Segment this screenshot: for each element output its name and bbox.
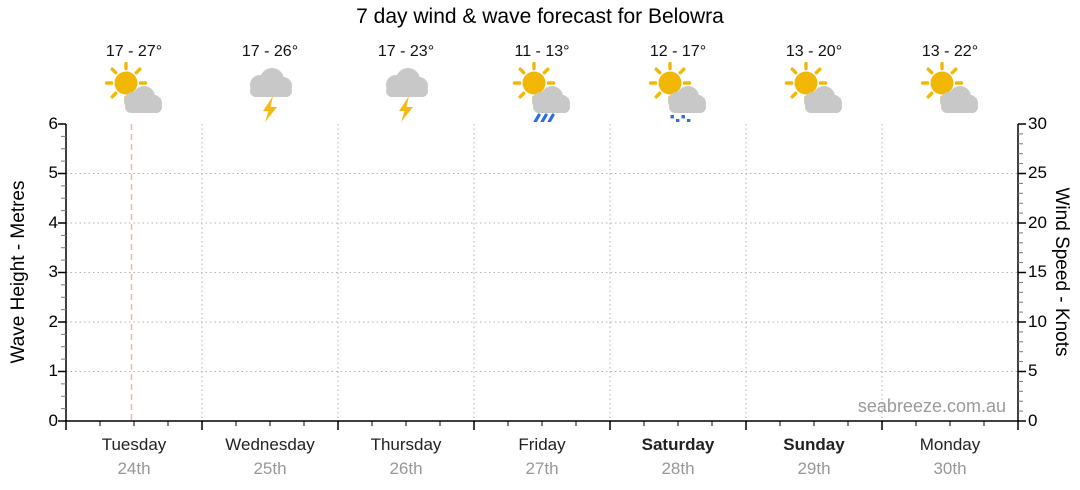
wave-axis-tick-label: 0: [48, 411, 58, 430]
cloud-shape: [940, 86, 978, 113]
day-name-label: Wednesday: [225, 435, 315, 454]
temperature-range: 11 - 13°: [514, 43, 570, 60]
thunderstorm-icon: [202, 62, 338, 124]
temperature-range: 17 - 23°: [377, 43, 435, 60]
day-name-label: Tuesday: [101, 435, 167, 454]
thunderstorm-icon: [386, 68, 428, 122]
wind-axis-tick-label: 30: [1028, 114, 1047, 133]
day-date-label: 30th: [933, 459, 967, 478]
wind-axis-tick-label: 5: [1028, 361, 1038, 380]
day-name-label: Friday: [518, 435, 566, 454]
chart-title: 7 day wind & wave forecast for Belowra: [356, 5, 724, 28]
wind-axis-tick-label: 25: [1028, 163, 1047, 182]
sun-cloud-drizzle-icon: [648, 62, 706, 122]
day-date-label: 28th: [661, 459, 695, 478]
wind-axis-tick-label: 20: [1028, 213, 1047, 232]
day-name-label: Saturday: [641, 435, 715, 454]
sun-cloud-icon: [920, 62, 978, 113]
sun-cloud-icon: [746, 62, 882, 124]
sun-cloud-icon: [66, 62, 202, 124]
sun-cloud-rain-icon: [474, 62, 610, 124]
temperature-range: 12 - 17°: [649, 43, 707, 60]
cloud-shape: [804, 86, 842, 113]
wave-axis-tick-label: 3: [48, 262, 58, 281]
sun-shape: [522, 71, 546, 95]
sun-cloud-icon: [784, 62, 842, 113]
day-date-label: 25th: [253, 459, 287, 478]
sun-shape: [930, 71, 954, 95]
sun-cloud-drizzle-icon: [610, 62, 746, 124]
wind-axis-tick-label: 10: [1028, 312, 1047, 331]
temperature-range: 17 - 26°: [241, 43, 299, 60]
drizzle-dots: [670, 115, 691, 122]
temperature-range: 13 - 22°: [921, 43, 979, 60]
wave-axis-tick-label: 5: [48, 163, 58, 182]
sun-shape: [794, 71, 818, 95]
sun-cloud-icon: [882, 62, 1018, 124]
wave-axis-label: Wave Height - Metres: [8, 180, 29, 364]
sun-cloud-icon: [104, 62, 162, 113]
temperature-range: 13 - 20°: [785, 43, 843, 60]
cloud-shape: [668, 86, 706, 113]
wind-axis-tick-label: 0: [1028, 411, 1038, 430]
temperature-range: 17 - 27°: [105, 43, 163, 60]
cloud-shape: [532, 86, 570, 113]
sun-cloud-rain-icon: [512, 62, 570, 122]
day-date-label: 27th: [525, 459, 559, 478]
cloud-shape: [250, 68, 292, 97]
sun-shape: [658, 71, 682, 95]
lightning-bolt-shape: [399, 96, 413, 122]
thunderstorm-icon: [338, 62, 474, 124]
wave-axis-tick-label: 4: [48, 213, 58, 232]
day-date-label: 26th: [389, 459, 423, 478]
rain-streaks: [533, 113, 555, 122]
day-name-label: Monday: [919, 435, 981, 454]
day-date-label: 29th: [797, 459, 831, 478]
sun-shape: [114, 71, 138, 95]
cloud-shape: [124, 86, 162, 113]
day-date-label: 24th: [117, 459, 151, 478]
day-name-label: Sunday: [783, 435, 845, 454]
lightning-bolt-shape: [263, 96, 277, 122]
day-name-label: Thursday: [370, 435, 442, 454]
cloud-shape: [386, 68, 428, 97]
wave-axis-tick-label: 6: [48, 114, 58, 133]
wave-axis-tick-label: 1: [48, 361, 58, 380]
wave-axis-tick-label: 2: [48, 312, 58, 331]
wind-axis-label: Wind Speed - Knots: [1051, 187, 1072, 357]
thunderstorm-icon: [250, 68, 292, 122]
watermark: seabreeze.com.au: [857, 396, 1006, 416]
wind-axis-tick-label: 15: [1028, 262, 1047, 281]
